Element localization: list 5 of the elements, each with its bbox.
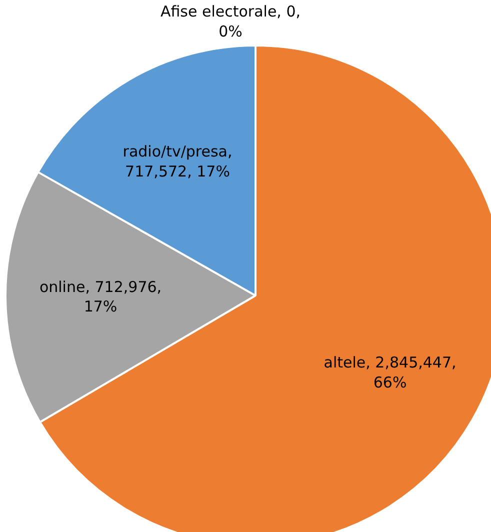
- text: 0%: [218, 22, 242, 40]
- slice-label: radio/tv/presa, 717,572, 17%: [122, 142, 232, 180]
- slice-label: altele, 2,845,447, 66%: [324, 354, 456, 392]
- slice-label: online, 712,976, 17%: [39, 278, 162, 316]
- category-label: Afise electorale, 0,: [160, 2, 301, 21]
